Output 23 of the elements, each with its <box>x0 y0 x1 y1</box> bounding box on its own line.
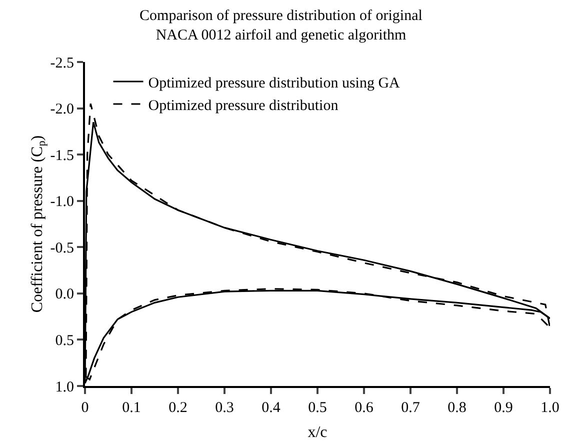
x-tick-label: 1.0 <box>540 400 560 416</box>
x-tick-label: 0.5 <box>308 400 327 416</box>
y-tick-label: 0.0 <box>55 286 74 303</box>
x-tick-label: 0.8 <box>448 400 466 416</box>
y-tick-label: 0.5 <box>55 332 74 349</box>
y-tick-label: -1.5 <box>50 148 74 164</box>
x-axis-title: x/c <box>308 424 328 441</box>
y-tick-label: -2.0 <box>50 102 74 118</box>
y-tick-label: 1.0 <box>55 379 74 396</box>
x-tick-label: 0.6 <box>354 400 374 416</box>
chart-title: Comparison of pressure distribution of original NACA 0012 airfoil and genetic algorithm <box>140 8 422 44</box>
y-tick-label: -0.5 <box>50 240 74 256</box>
x-tick-label: 0.1 <box>122 400 141 416</box>
y-tick-label: -1.0 <box>50 194 74 210</box>
x-tick-label: 0.3 <box>215 400 234 416</box>
legend-label: Optimized pressure distribution <box>148 98 339 114</box>
x-tick-label: 0.9 <box>494 400 513 416</box>
y-tick-label: -2.5 <box>50 55 74 72</box>
x-tick-label: 0 <box>81 400 89 416</box>
x-tick-label: 0.4 <box>262 400 281 416</box>
x-tick-label: 0.7 <box>401 400 420 416</box>
x-tick-label: 0.2 <box>168 400 188 416</box>
legend-label: Optimized pressure distribution using GA <box>148 75 400 92</box>
